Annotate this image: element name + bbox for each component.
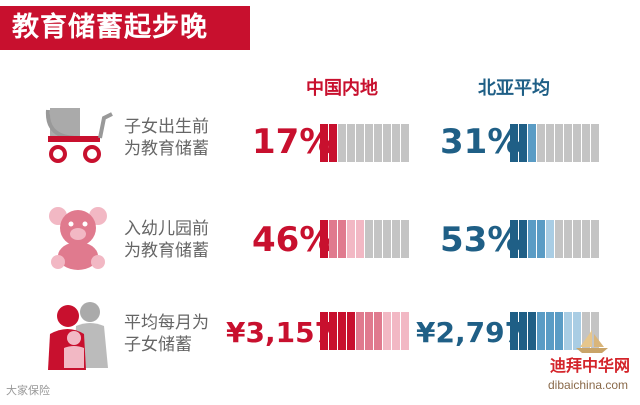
bar-segment xyxy=(519,312,527,350)
bar-segment xyxy=(329,220,337,258)
north-asia-bar-before-kindergarten xyxy=(510,220,600,258)
bar-segment xyxy=(383,312,391,350)
bar-segment xyxy=(392,220,400,258)
bar-segment xyxy=(537,220,545,258)
row-label-line: 子女出生前 xyxy=(124,117,209,137)
column-header-china: 中国内地 xyxy=(306,78,378,99)
china-bar-monthly-savings xyxy=(320,312,410,350)
bar-segment xyxy=(546,124,554,162)
bar-segment xyxy=(528,124,536,162)
bar-segment xyxy=(392,312,400,350)
row-label-line: 入幼儿园前 xyxy=(124,219,209,239)
bar-segment xyxy=(365,220,373,258)
row-label-line: 子女储蓄 xyxy=(124,335,192,355)
bar-segment xyxy=(582,220,590,258)
bar-segment xyxy=(401,220,409,258)
bar-segment xyxy=(582,124,590,162)
bar-segment xyxy=(582,312,590,350)
bar-segment xyxy=(528,220,536,258)
bar-segment xyxy=(329,124,337,162)
bar-segment xyxy=(564,312,572,350)
bar-segment xyxy=(338,312,346,350)
row-label-line: 为教育储蓄 xyxy=(124,241,209,261)
china-bar-before-birth xyxy=(320,124,410,162)
bar-segment xyxy=(519,124,527,162)
bar-segment xyxy=(555,124,563,162)
watermark-left: 大家保险 xyxy=(6,384,50,397)
bar-segment xyxy=(564,220,572,258)
bar-segment xyxy=(546,220,554,258)
row-label-monthly-savings: 平均每月为 子女储蓄 xyxy=(124,312,209,356)
row-label-before-birth: 子女出生前 为教育储蓄 xyxy=(124,116,209,160)
bar-segment xyxy=(383,220,391,258)
bar-segment xyxy=(356,220,364,258)
bar-segment xyxy=(320,220,328,258)
china-value-monthly-savings: ¥3,157 xyxy=(226,316,335,349)
bar-segment xyxy=(401,124,409,162)
baby-stroller-icon xyxy=(45,108,113,163)
bar-segment xyxy=(374,312,382,350)
bar-segment xyxy=(374,124,382,162)
north-asia-value-monthly-savings: ¥2,797 xyxy=(416,316,525,349)
bar-segment xyxy=(320,124,328,162)
watermark-right-url: dibaichina.com xyxy=(548,378,629,392)
family-icon xyxy=(48,302,108,370)
teddy-bear-icon xyxy=(49,207,107,270)
bar-segment xyxy=(555,312,563,350)
watermark-right-name: 迪拜中华网 xyxy=(550,356,631,375)
bar-segment xyxy=(528,312,536,350)
bar-segment xyxy=(347,124,355,162)
bar-segment xyxy=(573,220,581,258)
bar-segment xyxy=(564,124,572,162)
bar-segment xyxy=(365,124,373,162)
north-asia-bar-before-birth xyxy=(510,124,600,162)
china-value-before-kindergarten: 46% xyxy=(252,220,334,260)
watermark-right: 迪拜中华网 dibaichina.com xyxy=(548,328,636,400)
row-label-line: 平均每月为 xyxy=(124,313,209,333)
bar-segment xyxy=(320,312,328,350)
bar-segment xyxy=(573,124,581,162)
bar-segment xyxy=(329,312,337,350)
bar-segment xyxy=(591,312,599,350)
bar-segment xyxy=(510,124,518,162)
north-asia-bar-monthly-savings xyxy=(510,312,600,350)
row-label-before-kindergarten: 入幼儿园前 为教育储蓄 xyxy=(124,218,209,262)
bar-segment xyxy=(537,312,545,350)
bar-segment xyxy=(519,220,527,258)
bar-segment xyxy=(356,124,364,162)
china-value-before-birth: 17% xyxy=(252,122,334,162)
bar-segment xyxy=(338,220,346,258)
bar-segment xyxy=(546,312,554,350)
north-asia-value-before-birth: 31% xyxy=(440,122,522,162)
bar-segment xyxy=(347,312,355,350)
bar-segment xyxy=(510,220,518,258)
bar-segment xyxy=(338,124,346,162)
bar-segment xyxy=(591,220,599,258)
bar-segment xyxy=(510,312,518,350)
bar-segment xyxy=(392,124,400,162)
bar-segment xyxy=(356,312,364,350)
ship-logo-icon xyxy=(576,330,608,353)
bar-segment xyxy=(365,312,373,350)
row-label-line: 为教育储蓄 xyxy=(124,139,209,159)
bar-segment xyxy=(374,220,382,258)
bar-segment xyxy=(555,220,563,258)
column-header-north-asia: 北亚平均 xyxy=(478,78,550,99)
bar-segment xyxy=(537,124,545,162)
bar-segment xyxy=(383,124,391,162)
bar-segment xyxy=(401,312,409,350)
bar-segment xyxy=(347,220,355,258)
bar-segment xyxy=(573,312,581,350)
bar-segment xyxy=(591,124,599,162)
north-asia-value-before-kindergarten: 53% xyxy=(440,220,522,260)
china-bar-before-kindergarten xyxy=(320,220,410,258)
page-title: 教育储蓄起步晚 xyxy=(0,6,250,50)
